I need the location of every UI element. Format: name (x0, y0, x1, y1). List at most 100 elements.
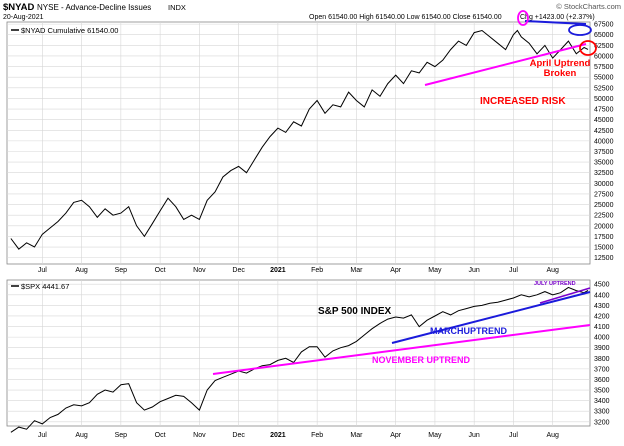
spx-x-tick-label: Nov (193, 432, 206, 439)
nyad-panel: 12500 15000 17500 20000 22500 25000 27500 30000… (6, 10, 614, 265)
nyad-y-tick-label: 62500 (594, 43, 614, 50)
nyad-y-tick-label: 50000 (594, 96, 614, 103)
spx-x-tick-label: Oct (155, 432, 166, 439)
spx-y-tick-label: 3200 (594, 419, 610, 426)
nyad-y-tick-label: 65000 (594, 32, 614, 39)
spx-legend-label: $SPX 4441.67 (21, 282, 69, 291)
nyad-x-tick-label: Apr (390, 267, 402, 274)
spx-legend: $SPX 4441.67 (11, 282, 69, 291)
nyad-x-tick-label: Oct (155, 267, 166, 274)
ohlc-readout: Open 61540.00 High 61540.00 Low 61540.00… (309, 14, 502, 21)
spx-y-tick-label: 4000 (594, 335, 610, 342)
spx-y-tick-label: 3800 (594, 356, 610, 363)
nyad-y-tick-label: 55000 (594, 75, 614, 82)
nyad-y-tick-label: 17500 (594, 234, 614, 241)
nyad-y-tick-label: 12500 (594, 255, 614, 262)
nyad-annotations: April Uptrend Broken INCREASED RISK (424, 10, 597, 107)
nyad-y-tick-label: 57500 (594, 64, 614, 71)
spx-line (10, 286, 589, 433)
top-resistance-line (524, 20, 587, 25)
spx-y-tick-label: 4100 (594, 324, 610, 331)
spx-y-tick-label: 3900 (594, 345, 610, 352)
nyad-grid (7, 22, 590, 264)
symbol-description: NYSE - Advance-Decline Issues (37, 3, 151, 12)
spx-x-tick-label: Aug (546, 432, 559, 439)
spx-x-tick-label: Feb (311, 432, 323, 439)
nyad-y-tick-label: 22500 (594, 213, 614, 220)
nyad-y-tick-label: 42500 (594, 128, 614, 135)
nyad-x-tick-label: Aug (546, 267, 559, 274)
nyad-y-tick-label: 25000 (594, 202, 614, 209)
april-uptrend-text: April Uptrend (530, 58, 591, 69)
spx-x-tick-label: Apr (390, 432, 402, 439)
november-uptrend-text: NOVEMBER UPTREND (372, 355, 471, 365)
date-label: 20-Aug-2021 (3, 14, 44, 21)
spx-x-tick-label: Jun (469, 432, 480, 439)
nyad-y-ticks: 12500 15000 17500 20000 22500 25000 27500 30000… (594, 22, 614, 263)
march-uptrend-line (391, 291, 591, 344)
nyad-y-tick-label: 60000 (594, 53, 614, 60)
spx-grid (7, 280, 590, 426)
spx-y-tick-label: 3300 (594, 409, 610, 416)
july-uptrend-line (539, 287, 591, 304)
sp500-index-text: S&P 500 INDEX (318, 306, 392, 317)
nyad-x-tick-label: Jun (469, 267, 480, 274)
broken-text: Broken (544, 68, 577, 79)
nyad-legend-label: $NYAD Cumulative 61540.00 (21, 26, 118, 35)
november-uptrend-line (212, 324, 591, 375)
april-uptrend-line (424, 43, 587, 86)
spx-x-tick-label: Jul (509, 432, 518, 439)
spx-y-tick-label: 3500 (594, 388, 610, 395)
nyad-y-tick-label: 40000 (594, 138, 614, 145)
spx-annotations: S&P 500 INDEX MARCHUPTREND NOVEMBER UPTR… (212, 281, 591, 375)
nyad-x-tick-label: Dec (232, 267, 245, 274)
nyad-y-tick-label: 15000 (594, 245, 614, 252)
nyad-legend: $NYAD Cumulative 61540.00 (11, 26, 118, 35)
spx-panel: 3200 3300 3400 3500 3600 3700 3800 3900 4000 4100… (6, 279, 610, 433)
nyad-line (10, 29, 589, 250)
spx-y-ticks: 3200 3300 3400 3500 3600 3700 3800 3900 4000 4100… (594, 282, 610, 427)
nyad-y-tick-label: 20000 (594, 223, 614, 230)
spx-y-tick-label: 4200 (594, 313, 610, 320)
symbol-label: $NYAD (3, 2, 34, 13)
nyad-y-tick-label: 32500 (594, 170, 614, 177)
watermark: © StockCharts.com (556, 2, 621, 11)
nyad-x-tick-label: Jul (38, 267, 47, 274)
spx-x-tick-label: 2021 (270, 432, 286, 439)
spx-x-axis: Jul Aug Sep Oct Nov Dec 2021 Feb Mar Apr May Jun Jul… (38, 432, 559, 439)
breakdown-circle (579, 40, 597, 56)
nyad-x-tick-label: Jul (509, 267, 518, 274)
spx-x-tick-label: Dec (232, 432, 245, 439)
nyad-x-tick-label: Nov (193, 267, 206, 274)
spx-y-tick-label: 3600 (594, 377, 610, 384)
nyad-y-tick-label: 45000 (594, 117, 614, 124)
spx-y-tick-label: 3700 (594, 366, 610, 373)
july-uptrend-text: JULY UPTREND (534, 281, 576, 287)
nyad-x-tick-label: Aug (75, 267, 88, 274)
nyad-x-tick-label: 2021 (270, 267, 286, 274)
nyad-x-tick-label: Sep (115, 267, 128, 274)
spx-x-tick-label: Sep (115, 432, 128, 439)
nyad-x-tick-label: Mar (350, 267, 363, 274)
spx-y-tick-label: 4300 (594, 303, 610, 310)
exchange-label: INDX (168, 3, 186, 12)
nyad-y-tick-label: 37500 (594, 149, 614, 156)
nyad-y-tick-label: 30000 (594, 181, 614, 188)
nyad-x-axis: Jul Aug Sep Oct Nov Dec 2021 Feb Mar Apr May Jun Jul… (38, 267, 559, 274)
nyad-y-tick-label: 27500 (594, 191, 614, 198)
july-high-circle (517, 10, 529, 26)
nyad-panel-frame (6, 21, 591, 265)
nyad-x-tick-label: Feb (311, 267, 323, 274)
spx-panel-frame (6, 279, 591, 427)
spx-x-tick-label: May (428, 432, 442, 439)
nyad-x-tick-label: May (428, 267, 442, 274)
change-readout: Chg +1423.00 (+2.37%) (520, 14, 595, 21)
spx-y-tick-label: 4400 (594, 292, 610, 299)
spx-x-tick-label: Jul (38, 432, 47, 439)
march-uptrend-text: MARCHUPTREND (430, 326, 507, 336)
nyad-y-tick-label: 47500 (594, 107, 614, 114)
spx-x-tick-label: Aug (75, 432, 88, 439)
spx-x-tick-label: Mar (350, 432, 363, 439)
increased-risk-text: INCREASED RISK (480, 96, 566, 107)
